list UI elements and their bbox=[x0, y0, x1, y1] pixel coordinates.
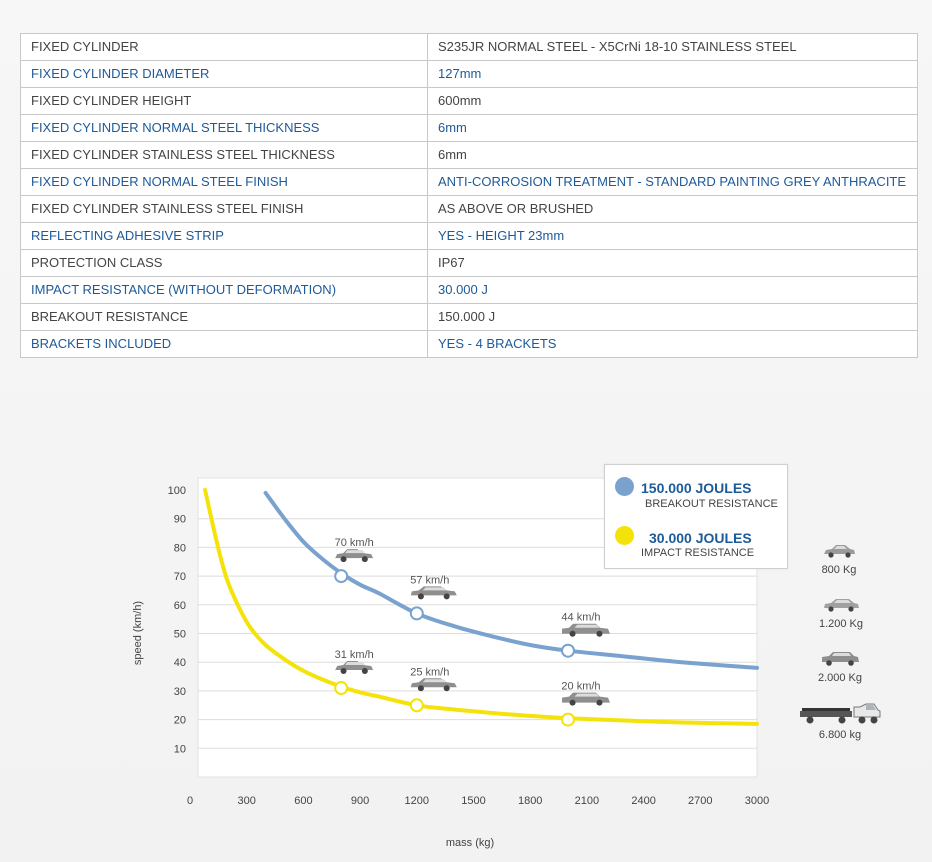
hatchback-car-icon bbox=[824, 599, 859, 612]
car-icon bbox=[562, 692, 610, 706]
data-label: 31 km/h bbox=[335, 649, 374, 661]
spec-value: 600mm bbox=[427, 87, 918, 115]
spec-row: REFLECTING ADHESIVE STRIP YES - HEIGHT 23… bbox=[20, 222, 918, 250]
data-point bbox=[561, 712, 575, 727]
y-tick-label: 30 bbox=[174, 686, 186, 698]
spec-label: FIXED CYLINDER NORMAL STEEL THICKNESS bbox=[20, 114, 428, 142]
data-point bbox=[561, 643, 575, 658]
spec-label: FIXED CYLINDER DIAMETER bbox=[20, 60, 428, 88]
vehicle-mass-label: 1.200 Kg bbox=[818, 618, 864, 630]
data-label: 25 km/h bbox=[410, 666, 449, 678]
data-label: 44 km/h bbox=[561, 612, 600, 624]
spec-row: BRACKETS INCLUDED YES - 4 BRACKETS bbox=[20, 330, 918, 358]
car-icon bbox=[410, 586, 457, 600]
truck-icon bbox=[800, 703, 881, 724]
spec-value: IP67 bbox=[427, 249, 918, 277]
spec-row: FIXED CYLINDER DIAMETER 127mm bbox=[20, 60, 918, 88]
spec-label: REFLECTING ADHESIVE STRIP bbox=[20, 222, 428, 250]
data-point bbox=[409, 606, 424, 621]
spec-label: FIXED CYLINDER bbox=[20, 33, 428, 61]
x-tick-label: 600 bbox=[294, 795, 312, 807]
spec-label: PROTECTION CLASS bbox=[20, 249, 428, 277]
vehicle-mass-label: 800 Kg bbox=[821, 564, 857, 576]
spec-label: FIXED CYLINDER STAINLESS STEEL FINISH bbox=[20, 195, 428, 223]
spec-row: PROTECTION CLASS IP67 bbox=[20, 249, 918, 277]
spec-label: IMPACT RESISTANCE (WITHOUT DEFORMATION) bbox=[20, 276, 428, 304]
spec-value: 6mm bbox=[427, 114, 918, 142]
x-axis-title: mass (kg) bbox=[446, 837, 494, 849]
spec-label: FIXED CYLINDER HEIGHT bbox=[20, 87, 428, 115]
x-tick-label: 2100 bbox=[575, 795, 599, 807]
data-label: 20 km/h bbox=[561, 681, 600, 693]
car-icon bbox=[335, 661, 374, 675]
y-tick-label: 70 bbox=[174, 571, 186, 583]
y-tick-label: 40 bbox=[174, 657, 186, 669]
y-tick-label: 60 bbox=[174, 600, 186, 612]
spec-row: FIXED CYLINDER S235JR NORMAL STEEL - X5Cr… bbox=[20, 33, 918, 61]
spec-label: FIXED CYLINDER NORMAL STEEL FINISH bbox=[20, 168, 428, 196]
spec-row: FIXED CYLINDER HEIGHT 600mm bbox=[20, 87, 918, 115]
x-tick-label: 1500 bbox=[461, 795, 485, 807]
legend-impact-title: 30.000 JOULES bbox=[649, 530, 752, 546]
y-tick-label: 90 bbox=[174, 514, 186, 526]
data-label: 57 km/h bbox=[410, 574, 449, 586]
vehicle-mass-label: 2.000 Kg bbox=[817, 672, 863, 684]
spec-row: FIXED CYLINDER NORMAL STEEL FINISH ANTI-C… bbox=[20, 168, 918, 196]
spec-value: S235JR NORMAL STEEL - X5CrNi 18-10 STAIN… bbox=[427, 33, 918, 61]
spec-value: 127mm bbox=[427, 60, 918, 88]
spec-row: BREAKOUT RESISTANCE 150.000 J bbox=[20, 303, 918, 331]
y-tick-label: 80 bbox=[174, 542, 186, 554]
y-tick-label: 10 bbox=[174, 743, 186, 755]
legend-impact-sub: IMPACT RESISTANCE bbox=[641, 547, 755, 559]
spec-row: FIXED CYLINDER STAINLESS STEEL FINISH AS … bbox=[20, 195, 918, 223]
spec-value: 6mm bbox=[427, 141, 918, 169]
spec-row: FIXED CYLINDER NORMAL STEEL THICKNESS 6mm bbox=[20, 114, 918, 142]
data-point bbox=[409, 698, 424, 713]
spec-label: FIXED CYLINDER STAINLESS STEEL THICKNESS bbox=[20, 141, 428, 169]
x-tick-label: 900 bbox=[351, 795, 369, 807]
y-axis-title: speed (km/h) bbox=[132, 601, 144, 665]
spec-row: IMPACT RESISTANCE (WITHOUT DEFORMATION) 3… bbox=[20, 276, 918, 304]
x-tick-label: 2700 bbox=[688, 795, 712, 807]
y-tick-label: 50 bbox=[174, 629, 186, 641]
x-tick-label: 300 bbox=[238, 795, 256, 807]
chart-legend: 150.000 JOULES BREAKOUT RESISTANCE 30.00… bbox=[604, 464, 788, 569]
spec-label: BRACKETS INCLUDED bbox=[20, 330, 428, 358]
spec-value: 30.000 J bbox=[427, 276, 918, 304]
x-tick-label: 1800 bbox=[518, 795, 542, 807]
spec-label: BREAKOUT RESISTANCE bbox=[20, 303, 428, 331]
spec-table: FIXED CYLINDER S235JR NORMAL STEEL - X5Cr… bbox=[20, 33, 918, 358]
data-label: 70 km/h bbox=[335, 537, 374, 549]
spec-value: YES - 4 BRACKETS bbox=[427, 330, 918, 358]
legend-breakout-dot bbox=[615, 477, 634, 496]
legend-breakout-title: 150.000 JOULES bbox=[641, 480, 752, 496]
small-car-icon bbox=[824, 545, 855, 558]
data-point bbox=[334, 569, 349, 584]
spec-value: YES - HEIGHT 23mm bbox=[427, 222, 918, 250]
x-tick-label: 1200 bbox=[405, 795, 429, 807]
data-point bbox=[334, 681, 349, 696]
y-tick-label: 20 bbox=[174, 715, 186, 727]
vehicle-small-car: 800 Kg bbox=[799, 544, 879, 576]
car-icon bbox=[562, 623, 610, 637]
x-tick-label: 2400 bbox=[631, 795, 655, 807]
vehicle-truck: 6.800 kg bbox=[800, 703, 881, 741]
vehicle-suv: 2.000 Kg bbox=[800, 651, 880, 684]
car-icon bbox=[335, 549, 374, 563]
legend-breakout-sub: BREAKOUT RESISTANCE bbox=[645, 498, 778, 510]
y-tick-label: 100 bbox=[168, 485, 186, 497]
car-icon bbox=[410, 678, 457, 692]
spec-row: FIXED CYLINDER STAINLESS STEEL THICKNESS… bbox=[20, 141, 918, 169]
spec-value: AS ABOVE OR BRUSHED bbox=[427, 195, 918, 223]
spec-value: 150.000 J bbox=[427, 303, 918, 331]
x-tick-label: 0 bbox=[187, 795, 193, 807]
legend-impact-dot bbox=[615, 526, 634, 545]
vehicle-hatchback: 1.200 Kg bbox=[801, 598, 881, 630]
suv-car-icon bbox=[822, 652, 859, 666]
vehicle-mass-label: 6.800 kg bbox=[818, 729, 862, 741]
x-tick-label: 3000 bbox=[745, 795, 769, 807]
spec-value: ANTI-CORROSION TREATMENT - STANDARD PAIN… bbox=[427, 168, 918, 196]
